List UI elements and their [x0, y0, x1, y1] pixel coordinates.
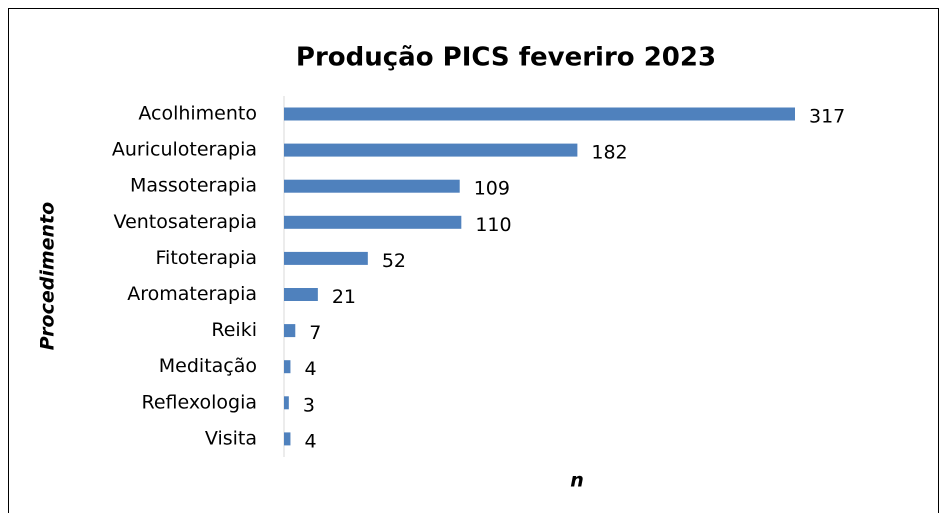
data-label: 21	[332, 286, 356, 308]
bar	[284, 360, 291, 374]
y-tick-label: Ventosaterapia	[114, 211, 257, 233]
data-label: 3	[303, 394, 315, 416]
y-tick-label: Acolhimento	[138, 103, 257, 125]
bar	[284, 107, 795, 121]
y-axis-label: Procedimento	[37, 202, 59, 350]
data-label: 52	[382, 250, 406, 272]
bar	[284, 324, 296, 338]
bar	[284, 143, 578, 157]
data-label: 7	[309, 322, 321, 344]
y-tick-label: Meditação	[159, 355, 257, 377]
bar	[284, 432, 291, 446]
data-label: 4	[304, 358, 316, 380]
x-axis-label: n	[570, 470, 584, 492]
y-tick-label: Reflexologia	[141, 391, 257, 413]
bar	[284, 179, 460, 193]
y-tick-label: Massoterapia	[130, 175, 257, 197]
y-tick-label: Fitoterapia	[156, 247, 257, 269]
bar	[284, 251, 368, 265]
data-label: 110	[475, 214, 511, 236]
chart-frame	[8, 8, 939, 513]
data-label: 109	[474, 178, 510, 200]
chart-title: Produção PICS feveriro 2023	[296, 43, 716, 73]
y-tick-label: Reiki	[211, 319, 257, 341]
y-tick-label: Auriculoterapia	[112, 139, 257, 161]
y-tick-label: Visita	[205, 427, 257, 449]
data-label: 182	[591, 142, 627, 164]
bar	[284, 288, 318, 301]
bar	[284, 396, 289, 410]
y-tick-label: Aromaterapia	[127, 283, 257, 305]
data-label: 4	[304, 430, 316, 452]
data-label: 317	[809, 106, 845, 128]
bar	[284, 215, 462, 229]
